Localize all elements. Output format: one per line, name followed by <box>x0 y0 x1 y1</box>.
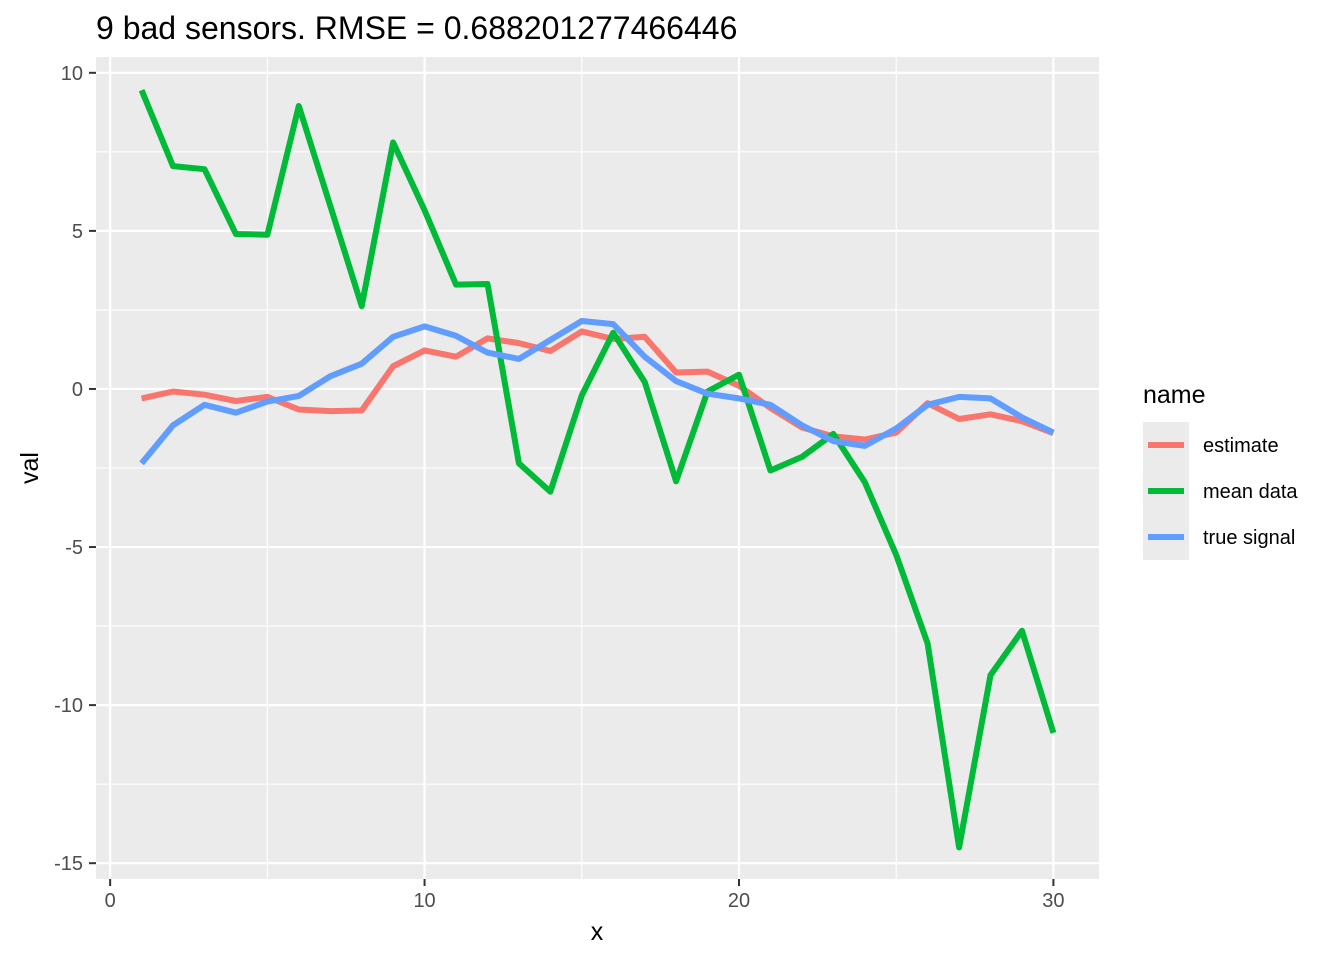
y-tick-label: 10 <box>61 63 83 85</box>
y-axis-title: val <box>16 452 44 484</box>
y-tick-label: -15 <box>54 853 83 875</box>
x-axis: 0 10 20 30 <box>105 879 1065 912</box>
chart-title: 9 bad sensors. RMSE = 0.688201277466446 <box>96 10 737 46</box>
x-tick-label: 10 <box>413 890 435 912</box>
x-tick-label: 30 <box>1042 890 1064 912</box>
minor-gridlines <box>96 57 1099 879</box>
y-tick-label: 5 <box>72 221 83 243</box>
series-lines <box>138 89 1057 851</box>
y-tick-label: -10 <box>54 695 83 717</box>
series-line-true-signal <box>139 318 1055 466</box>
legend: name estimate mean data true signal <box>1143 381 1298 560</box>
y-axis: 10 5 0 -5 -10 -15 <box>54 63 96 875</box>
legend-title: name <box>1143 381 1206 409</box>
major-gridlines <box>96 57 1099 879</box>
x-axis-title: x <box>591 918 604 946</box>
legend-label-true-signal: true signal <box>1203 527 1295 549</box>
y-tick-label: -5 <box>65 537 83 559</box>
y-tick-label: 0 <box>72 379 83 401</box>
legend-label-estimate: estimate <box>1203 435 1279 457</box>
series-line-mean-data <box>138 89 1057 851</box>
x-tick-label: 0 <box>105 890 116 912</box>
x-tick-label: 20 <box>728 890 750 912</box>
legend-label-mean-data: mean data <box>1203 481 1298 503</box>
